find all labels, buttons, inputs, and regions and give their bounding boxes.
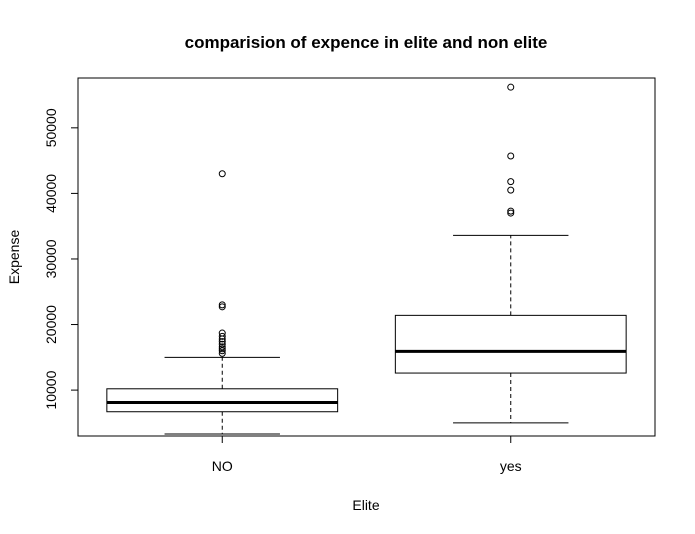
- y-tick-label: 30000: [43, 239, 59, 278]
- iqr-box: [106, 388, 339, 413]
- outlier-point: [507, 207, 515, 215]
- x-tick-label: NO: [212, 458, 233, 474]
- outlier-point: [218, 332, 226, 340]
- plot-area-frame: [77, 77, 656, 437]
- y-tick-label: 40000: [43, 174, 59, 213]
- outlier-point: [218, 329, 226, 337]
- x-axis-label: Elite: [352, 497, 379, 513]
- outlier-point: [218, 303, 226, 311]
- y-tick-label: 10000: [43, 370, 59, 409]
- boxes-layer: [106, 83, 627, 435]
- outlier-point: [218, 170, 226, 178]
- outlier-point: [507, 83, 515, 91]
- chart-title: comparision of expence in elite and non …: [185, 33, 548, 52]
- y-axis-label: Expense: [6, 230, 22, 285]
- outlier-point: [218, 349, 226, 357]
- outlier-point: [218, 345, 226, 353]
- outlier-point: [218, 343, 226, 351]
- box-group-yes: [394, 83, 627, 424]
- outlier-point: [507, 178, 515, 186]
- outlier-point: [507, 186, 515, 194]
- outlier-point: [218, 338, 226, 346]
- y-axis: 10000 20000 30000 40000 50000: [43, 108, 79, 410]
- outlier-point: [218, 301, 226, 309]
- outlier-point: [218, 340, 226, 348]
- outlier-point: [507, 209, 515, 217]
- y-tick-label: 20000: [43, 305, 59, 344]
- box-group-NO: [106, 170, 339, 435]
- y-tick-label: 50000: [43, 108, 59, 147]
- x-tick-label: yes: [500, 458, 522, 474]
- outlier-point: [218, 347, 226, 355]
- x-axis: NO yes: [212, 435, 522, 474]
- iqr-box: [394, 314, 627, 374]
- outlier-point: [507, 152, 515, 160]
